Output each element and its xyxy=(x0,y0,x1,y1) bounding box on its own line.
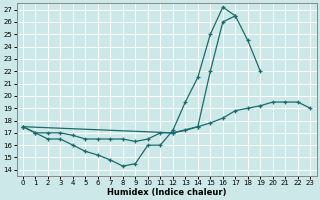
X-axis label: Humidex (Indice chaleur): Humidex (Indice chaleur) xyxy=(107,188,226,197)
